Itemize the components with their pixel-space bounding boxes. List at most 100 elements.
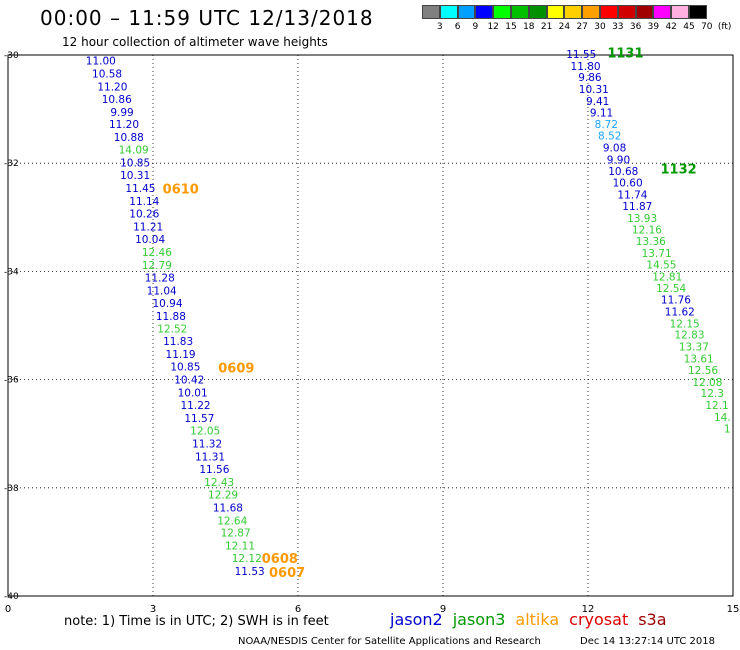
wave-height-label: 11.80	[571, 61, 601, 73]
wave-height-label: 11.20	[109, 119, 139, 131]
scale-swatch	[510, 5, 529, 19]
wave-height-label: 11.56	[199, 464, 229, 476]
legend-entry-jason3: jason3	[452, 610, 506, 629]
wave-height-label: 9.41	[586, 96, 609, 108]
scale-label: 3	[436, 22, 443, 32]
wave-height-label: 12.83	[674, 330, 704, 342]
wave-height-label: 12.05	[190, 425, 220, 437]
scale-swatch	[528, 5, 547, 19]
scale-label: 33	[612, 22, 624, 32]
page-title: 00:00 – 11:59 UTC 12/13/2018	[40, 6, 374, 30]
footer-timestamp: Dec 14 13:27:14 UTC 2018	[580, 636, 715, 647]
x-tick-label: 12	[582, 604, 595, 615]
scale-swatch	[422, 5, 440, 19]
time-label: 1131	[607, 46, 643, 61]
scale-label: 30	[594, 22, 606, 32]
scale-swatch	[599, 5, 618, 19]
wave-height-label: 10.85	[120, 158, 150, 170]
wave-height-label: 13.61	[684, 354, 714, 366]
wave-height-label: 11.62	[665, 306, 695, 318]
x-tick-label: 0	[5, 604, 11, 615]
wave-height-label: 11.87	[622, 201, 652, 213]
wave-height-label: 10.58	[92, 68, 122, 80]
wave-height-label: 12.08	[692, 377, 722, 389]
wave-height-label: 12.46	[142, 247, 172, 259]
x-tick-label: 9	[440, 604, 446, 615]
satellite-legend: jason2 jason3 altika cryosat s3a	[390, 610, 677, 629]
wave-height-label: 10.60	[613, 178, 643, 190]
wave-height-label: 12.81	[652, 271, 682, 283]
wave-height-label: 12.1	[705, 400, 728, 412]
wave-height-label: 10.68	[608, 166, 638, 178]
wave-height-label: 11.22	[181, 400, 211, 412]
scale-label: 9	[472, 22, 479, 32]
scale-label: 45	[683, 22, 695, 32]
y-tick-label: -36	[4, 376, 19, 386]
wave-height-label: 12.64	[217, 515, 247, 527]
wave-height-label: 13.71	[642, 248, 672, 260]
wave-height-label: 9.90	[607, 154, 630, 166]
scale-label: 24	[558, 22, 571, 32]
y-tick-label: -34	[4, 267, 19, 277]
legend-entry-jason2: jason2	[390, 610, 443, 629]
x-tick-label: 15	[727, 604, 740, 615]
time-label: 0609	[218, 362, 254, 377]
page-subtitle: 12 hour collection of altimeter wave hei…	[62, 35, 328, 49]
wave-height-label: 14.	[714, 412, 731, 424]
wave-height-label: 8.52	[598, 131, 621, 143]
wave-height-label: 12.12	[232, 553, 262, 565]
time-label: 0608	[262, 552, 298, 567]
time-label: 0607	[269, 566, 305, 581]
wave-height-label: 9.86	[578, 72, 602, 84]
wave-height-label: 10.86	[102, 94, 132, 106]
wave-height-label: 10.88	[114, 132, 144, 144]
wave-height-label: 12.54	[656, 283, 686, 295]
wave-height-label: 11.74	[617, 190, 647, 202]
wave-height-label: 12.52	[157, 324, 187, 336]
y-tick-label: -40	[4, 592, 19, 602]
legend-entry-cryosat: cryosat	[569, 610, 629, 629]
wave-height-label: 14.09	[119, 145, 149, 157]
wave-height-label: 11.28	[145, 272, 175, 284]
wave-height-label: 11.57	[184, 413, 214, 425]
scale-label: 27	[576, 22, 588, 32]
wave-height-label: 12.15	[670, 318, 700, 330]
scale-swatch	[653, 5, 672, 19]
wave-height-label: 11.55	[566, 49, 596, 61]
wave-height-label: 1	[724, 423, 731, 435]
scale-label: 15	[505, 22, 517, 32]
scale-swatch	[582, 5, 600, 19]
wave-height-label: 11.21	[133, 221, 163, 233]
wave-height-label: 10.04	[135, 234, 165, 246]
footer-note: note: 1) Time is in UTC; 2) SWH is in fe…	[64, 614, 329, 629]
wave-height-label: 12.79	[142, 260, 172, 272]
wave-height-label: 9.11	[590, 107, 613, 119]
wave-height-label: 10.31	[579, 84, 609, 96]
scale-label: 70	[701, 22, 713, 32]
scale-swatch	[439, 5, 458, 19]
wave-height-label: 11.32	[192, 438, 222, 450]
time-label: 1132	[661, 163, 697, 178]
scale-label: 36	[629, 22, 642, 32]
wave-height-label: 11.19	[166, 349, 196, 361]
wave-height-label: 9.99	[110, 107, 133, 119]
y-tick-label: -32	[4, 159, 19, 169]
wave-height-label: 8.72	[595, 119, 618, 131]
plot-frame	[7, 54, 734, 597]
wave-height-label: 12.87	[221, 528, 251, 540]
scale-swatch	[493, 5, 511, 19]
wave-height-label: 10.31	[120, 170, 150, 182]
x-tick-label: 3	[150, 604, 156, 615]
wave-height-label: 11.53	[235, 566, 265, 578]
scale-label: 6	[454, 22, 461, 32]
wave-height-label: 14.55	[646, 259, 676, 271]
wave-height-label: 10.85	[170, 362, 200, 374]
wave-height-label: 12.11	[225, 541, 255, 553]
scale-label: 42	[665, 22, 677, 32]
scale-swatch	[546, 5, 565, 19]
legend-entry-altika: altika	[515, 610, 560, 629]
wave-height-label: 11.68	[213, 502, 243, 514]
wave-height-label: 11.00	[86, 55, 116, 67]
wave-height-label: 12.3	[701, 388, 724, 400]
